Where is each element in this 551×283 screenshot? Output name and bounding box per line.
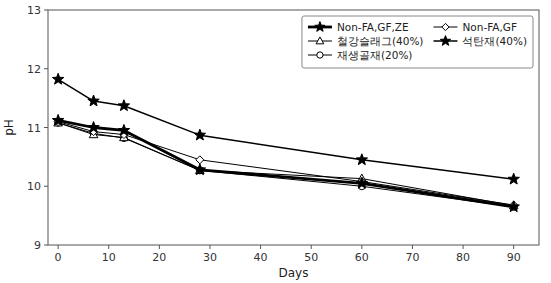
legend-marker	[316, 37, 324, 44]
series	[52, 73, 519, 184]
legend-item: 석탄재(40%)	[433, 35, 527, 47]
y-tick-label: 13	[27, 4, 41, 17]
data-point	[52, 73, 63, 84]
y-tick	[44, 10, 48, 11]
series-line	[58, 123, 514, 206]
x-tick	[260, 245, 261, 249]
x-tick	[58, 245, 59, 249]
legend-item: Non-FA,GF,ZE	[308, 21, 409, 33]
x-tick	[108, 245, 109, 249]
data-point	[118, 100, 129, 111]
y-tick-label: 9	[34, 239, 41, 252]
x-tick	[513, 245, 514, 249]
x-tick	[159, 245, 160, 249]
series	[55, 119, 518, 210]
y-tick	[44, 186, 48, 187]
legend-label: Non-FA,GF	[462, 21, 517, 33]
axes: 0 10 20 30 40 50 60 70 80 90 9 10 11 12 13	[27, 4, 521, 264]
x-tick-label: 10	[102, 251, 116, 264]
y-tick	[44, 127, 48, 128]
x-tick-label: 90	[507, 251, 521, 264]
data-point	[88, 95, 99, 106]
chart: 0 10 20 30 40 50 60 70 80 90 9 10 11 12 13 Days pH Non-FA…	[0, 0, 551, 283]
y-tick-label: 12	[27, 63, 41, 76]
legend: Non-FA,GF,ZE Non-FA,GF 철강슬래그(40%) 석탄재(40%) 재…	[302, 16, 533, 68]
data-point	[356, 177, 367, 188]
series	[54, 118, 518, 209]
x-tick	[463, 245, 464, 249]
series	[54, 118, 518, 208]
legend-item: 재생골재(20%)	[308, 49, 413, 61]
x-axis-label: Days	[279, 266, 309, 280]
legend-label: 석탄재(40%)	[462, 35, 527, 47]
plot-frame	[48, 10, 539, 245]
legend-marker	[317, 52, 323, 58]
series	[52, 114, 519, 211]
series-line	[58, 79, 514, 179]
plot-area	[52, 73, 519, 211]
x-tick-label: 50	[304, 251, 318, 264]
x-tick	[209, 245, 210, 249]
x-tick-label: 0	[55, 251, 62, 264]
legend-box	[302, 16, 533, 68]
legend-marker	[440, 36, 450, 46]
x-tick	[311, 245, 312, 249]
y-tick-label: 10	[27, 180, 41, 193]
y-tick	[44, 68, 48, 69]
data-point	[88, 122, 99, 133]
data-point	[356, 154, 367, 165]
legend-marker	[442, 23, 449, 30]
legend-item: 철강슬래그(40%)	[308, 35, 424, 47]
x-tick-label: 30	[203, 251, 217, 264]
legend-label: Non-FA,GF,ZE	[337, 21, 409, 33]
data-point	[508, 201, 519, 212]
legend-label: 재생골재(20%)	[337, 49, 413, 61]
data-point	[52, 114, 63, 125]
x-tick-label: 60	[355, 251, 369, 264]
data-point	[194, 129, 205, 140]
data-point	[194, 164, 205, 175]
legend-item: Non-FA,GF	[433, 21, 517, 33]
legend-marker	[315, 22, 325, 32]
x-tick-label: 80	[456, 251, 470, 264]
data-point	[118, 124, 129, 135]
x-tick-label: 40	[254, 251, 268, 264]
series-line	[58, 120, 514, 206]
x-tick	[412, 245, 413, 249]
x-tick-label: 20	[152, 251, 166, 264]
y-tick-label: 11	[27, 122, 41, 135]
data-point	[508, 173, 519, 184]
legend-label: 철강슬래그(40%)	[337, 35, 424, 47]
x-tick	[361, 245, 362, 249]
y-tick	[44, 245, 48, 246]
y-axis-label: pH	[2, 119, 16, 136]
x-tick-label: 70	[405, 251, 419, 264]
series-line	[58, 122, 514, 205]
